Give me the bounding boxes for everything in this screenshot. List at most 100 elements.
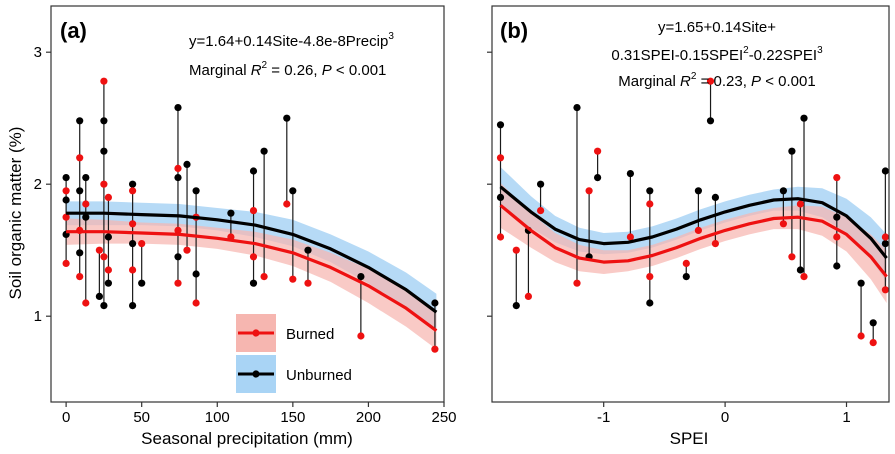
data-point-unburned — [100, 302, 108, 310]
data-point-burned — [796, 200, 805, 208]
r2-value: = 0.26, — [267, 62, 322, 79]
data-point-burned — [82, 200, 90, 208]
data-point-burned — [129, 266, 137, 274]
data-point-unburned — [174, 253, 182, 261]
equation-line-2: 0.31SPEI-0.15SPEI2-0.22SPEI3 — [611, 45, 823, 64]
data-point-burned — [706, 77, 715, 85]
data-point-burned — [129, 187, 137, 195]
data-point-unburned — [594, 174, 602, 182]
data-point-unburned — [62, 196, 70, 204]
equation-exponent-1: 2 — [743, 45, 749, 56]
data-point-unburned — [857, 279, 865, 287]
data-point-burned — [537, 207, 545, 215]
data-point-unburned — [289, 187, 297, 195]
data-point-burned — [62, 213, 70, 221]
equation-exponent-2: 3 — [817, 45, 823, 56]
data-point-unburned — [82, 213, 90, 221]
x-tick-label: 0 — [721, 409, 729, 426]
x-tick-label: 200 — [356, 409, 381, 426]
data-points — [496, 77, 890, 347]
data-point-unburned — [283, 114, 291, 122]
panel-a: 0 50 100 150 200 250 1 2 3 (a) y=1.64+0.14Site-4… — [6, 5, 457, 448]
data-point-burned — [100, 180, 108, 188]
axes: -1 0 1 — [487, 5, 890, 426]
data-point-burned — [512, 246, 520, 254]
r2-value: = 0.23, — [696, 73, 751, 90]
data-point-unburned — [357, 273, 365, 281]
p-value: < 0.001 — [761, 73, 816, 90]
data-point-unburned — [779, 187, 788, 195]
data-point-unburned — [537, 180, 545, 188]
x-axis-title-b: SPEI — [670, 429, 709, 448]
data-point-unburned — [800, 114, 808, 122]
data-point-burned — [585, 187, 593, 195]
plot-frame — [491, 5, 890, 403]
data-point-burned — [95, 246, 103, 254]
x-tick-label: 1 — [842, 409, 850, 426]
data-point-unburned — [573, 104, 581, 112]
data-point-burned — [283, 200, 291, 208]
data-point-unburned — [796, 266, 805, 274]
legend-label-burned: Burned — [286, 326, 334, 343]
x-tick-label: 0 — [62, 409, 70, 426]
equation-part-b: -0.22SPEI — [749, 47, 817, 64]
data-point-burned — [174, 279, 182, 287]
y-axis-title: Soil organic matter (%) — [6, 127, 25, 300]
data-point-burned — [76, 154, 84, 162]
x-axis-title-a: Seasonal precipitation (mm) — [141, 429, 353, 448]
data-point-burned — [524, 292, 533, 300]
data-point-unburned — [76, 117, 84, 125]
data-point-unburned — [227, 209, 235, 217]
data-point-unburned — [192, 187, 200, 195]
data-point-unburned — [881, 240, 890, 248]
data-point-unburned — [496, 193, 505, 201]
legend-item-unburned: Unburned — [236, 355, 352, 393]
panel-label: (a) — [60, 18, 87, 43]
data-point-unburned — [76, 249, 84, 257]
y-tick-label: 1 — [34, 308, 42, 325]
data-point-burned — [100, 253, 108, 261]
data-point-burned — [800, 273, 808, 281]
data-point-unburned — [304, 246, 312, 254]
data-point-unburned — [62, 174, 70, 182]
data-point-burned — [431, 345, 439, 353]
y-tick-label: 3 — [34, 44, 42, 61]
data-point-burned — [138, 240, 146, 248]
x-tick-label: 50 — [133, 409, 150, 426]
r2-lead: Marginal — [618, 73, 680, 90]
data-point-burned — [174, 226, 182, 234]
x-tick-label: 150 — [280, 409, 305, 426]
r2-lead: Marginal — [189, 62, 251, 79]
data-point-unburned — [174, 104, 182, 112]
data-point-burned — [711, 240, 720, 248]
data-point-burned — [104, 266, 112, 274]
axes: 0 50 100 150 200 250 1 2 3 — [34, 5, 457, 426]
equation-line-1: y=1.65+0.14Site+ — [658, 19, 776, 36]
data-point-unburned — [496, 121, 505, 129]
data-point-unburned — [249, 279, 258, 287]
legend-label-unburned: Unburned — [286, 367, 352, 384]
data-point-burned — [129, 220, 137, 228]
data-point-unburned — [95, 292, 103, 300]
p-symbol: P — [751, 73, 761, 90]
data-point-unburned — [82, 174, 90, 182]
data-point-unburned — [833, 213, 841, 221]
data-point-burned — [192, 299, 200, 307]
data-point-burned — [62, 187, 70, 195]
data-point-burned — [104, 193, 112, 201]
data-point-unburned — [174, 174, 182, 182]
data-point-unburned — [682, 273, 690, 281]
data-point-unburned — [138, 279, 146, 287]
data-point-unburned — [100, 147, 108, 155]
p-symbol: P — [322, 62, 332, 79]
data-point-burned — [682, 259, 690, 267]
data-point-burned — [869, 339, 877, 347]
data-point-unburned — [694, 187, 703, 195]
equation: y=1.64+0.14Site-4.8e-8Precip3 — [189, 31, 394, 50]
p-value: < 0.001 — [332, 62, 387, 79]
data-point-unburned — [260, 147, 268, 155]
data-point-burned — [496, 233, 505, 241]
data-point-unburned — [183, 160, 191, 168]
data-point-burned — [779, 220, 788, 228]
